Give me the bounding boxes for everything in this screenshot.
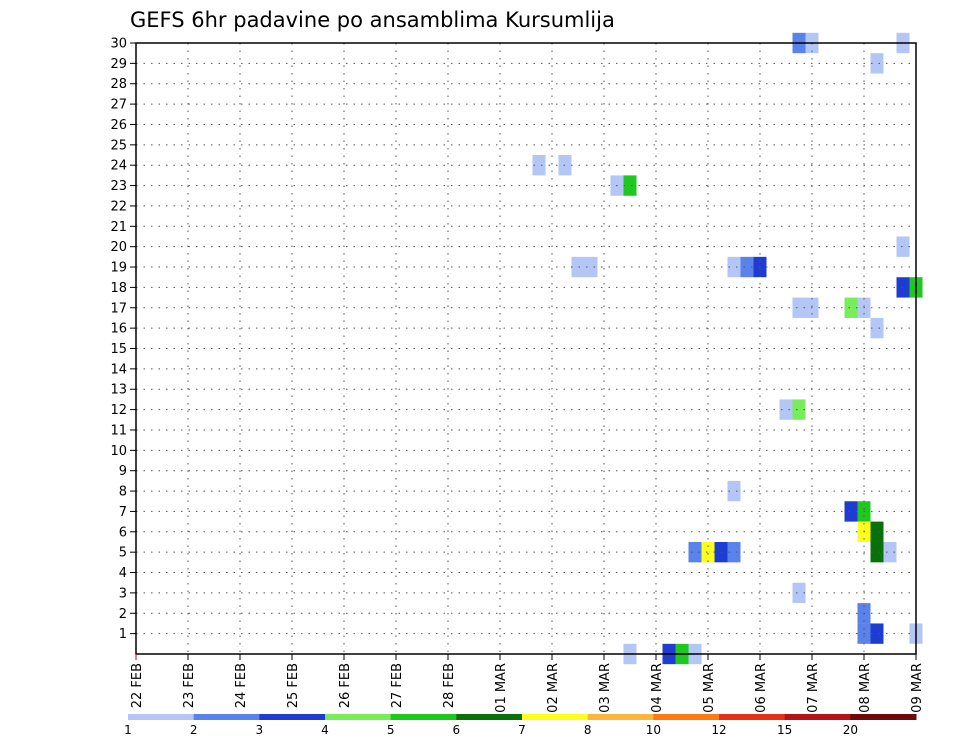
heatmap-cell — [896, 277, 910, 298]
legend-color-swatch — [259, 714, 326, 720]
legend-color-swatch — [784, 714, 851, 720]
y-tick-label: 9 — [119, 464, 127, 479]
heatmap-cell — [870, 317, 884, 339]
x-tick-label: 27 FEB — [390, 663, 405, 708]
legend-label: 20 — [843, 723, 858, 737]
legend-color-swatch — [587, 714, 654, 720]
heatmap-cell — [792, 399, 806, 420]
y-tick-label: 14 — [110, 362, 127, 377]
y-tick-label: 8 — [119, 485, 127, 500]
heatmap-cell — [896, 236, 910, 257]
grid-lines — [135, 42, 917, 654]
legend-color-swatch — [456, 714, 523, 720]
y-tick-label: 7 — [119, 505, 127, 520]
axes: 1234567891011121314151617181920212223242… — [110, 37, 925, 713]
heatmap-cell — [584, 256, 598, 278]
heatmap-cell — [727, 256, 741, 278]
x-tick-label: 04 MAR — [650, 663, 665, 713]
legend-color-swatch — [390, 714, 457, 720]
heatmap-cell — [727, 541, 741, 563]
legend-color-swatch — [850, 714, 917, 720]
x-tick-label: 03 MAR — [598, 663, 613, 713]
heatmap-cell — [870, 541, 884, 563]
x-tick-label: 05 MAR — [702, 663, 717, 713]
y-tick-label: 25 — [110, 138, 127, 153]
heatmap-cell — [623, 175, 637, 196]
x-tick-label: 23 FEB — [182, 663, 197, 708]
x-tick-label: 08 MAR — [858, 663, 873, 713]
y-tick-label: 22 — [110, 199, 127, 214]
heatmap-cell — [883, 541, 897, 563]
y-tick-label: 11 — [110, 423, 127, 438]
y-tick-label: 30 — [110, 37, 127, 52]
legend-color-swatch — [193, 714, 260, 720]
legend-label: 2 — [190, 723, 198, 737]
x-tick-label: 26 FEB — [338, 663, 353, 708]
x-tick-label: 02 MAR — [546, 663, 561, 713]
y-tick-label: 17 — [110, 301, 127, 316]
heatmap-cell — [844, 501, 858, 522]
y-tick-label: 5 — [119, 546, 127, 561]
y-tick-label: 3 — [119, 586, 127, 601]
y-tick-label: 28 — [110, 77, 127, 92]
legend-color-swatch — [128, 714, 195, 720]
legend-color-swatch — [325, 714, 392, 720]
heatmap-cell — [792, 297, 806, 318]
x-tick-label: 07 MAR — [806, 663, 821, 713]
y-tick-label: 13 — [110, 383, 127, 398]
legend-label: 6 — [453, 723, 461, 737]
x-tick-label: 28 FEB — [442, 663, 457, 708]
legend-label: 3 — [256, 723, 264, 737]
x-tick-label: 09 MAR — [910, 663, 925, 713]
y-tick-label: 4 — [119, 566, 127, 581]
x-tick-label: 22 FEB — [130, 663, 145, 708]
y-tick-label: 27 — [110, 98, 127, 113]
legend-label: 4 — [321, 723, 329, 737]
y-tick-label: 26 — [110, 118, 127, 133]
x-tick-label: 24 FEB — [234, 663, 249, 708]
color-legend: 1 2 3 4 5 6 7 8 10 12 15 20 — [124, 714, 917, 737]
legend-color-swatch — [522, 714, 589, 720]
x-tick-label: 25 FEB — [286, 663, 301, 708]
heatmap-cell — [688, 541, 702, 563]
legend-color-swatch — [653, 714, 720, 720]
legend-label: 7 — [518, 723, 526, 737]
y-tick-label: 18 — [110, 281, 127, 296]
legend-label: 15 — [777, 723, 792, 737]
y-tick-label: 6 — [119, 525, 127, 540]
heatmap-cell — [571, 256, 585, 278]
heatmap-cell — [779, 399, 793, 420]
heatmap-cell — [792, 582, 806, 604]
y-tick-label: 20 — [110, 240, 127, 255]
y-tick-label: 1 — [119, 627, 127, 642]
heatmap-cell — [870, 623, 884, 644]
x-tick-label: 06 MAR — [754, 663, 769, 713]
legend-label: 5 — [387, 723, 395, 737]
y-tick-label: 15 — [110, 342, 127, 357]
heatmap-cell — [727, 480, 741, 502]
heatmap-cell — [701, 541, 715, 563]
legend-color-swatch — [719, 714, 786, 720]
legend-label: 1 — [124, 723, 132, 737]
heatmap-cell — [532, 155, 546, 176]
legend-label: 8 — [584, 723, 592, 737]
y-tick-label: 2 — [119, 607, 127, 622]
y-tick-label: 16 — [110, 322, 127, 337]
y-tick-label: 19 — [110, 261, 127, 276]
heatmap-cell — [844, 297, 858, 318]
y-tick-label: 29 — [110, 57, 127, 72]
chart-title: GEFS 6hr padavine po ansamblima Kursumli… — [130, 8, 615, 32]
y-tick-label: 10 — [110, 444, 127, 459]
y-tick-label: 12 — [110, 403, 127, 418]
y-tick-label: 24 — [110, 159, 127, 174]
heatmap-cell — [870, 521, 884, 542]
y-tick-label: 23 — [110, 179, 127, 194]
legend-label: 10 — [646, 723, 661, 737]
legend-label: 12 — [711, 723, 726, 737]
y-tick-label: 21 — [110, 220, 127, 235]
heatmap-cell — [740, 256, 754, 278]
heatmap-cell — [870, 53, 884, 74]
x-tick-label: 01 MAR — [494, 663, 509, 713]
